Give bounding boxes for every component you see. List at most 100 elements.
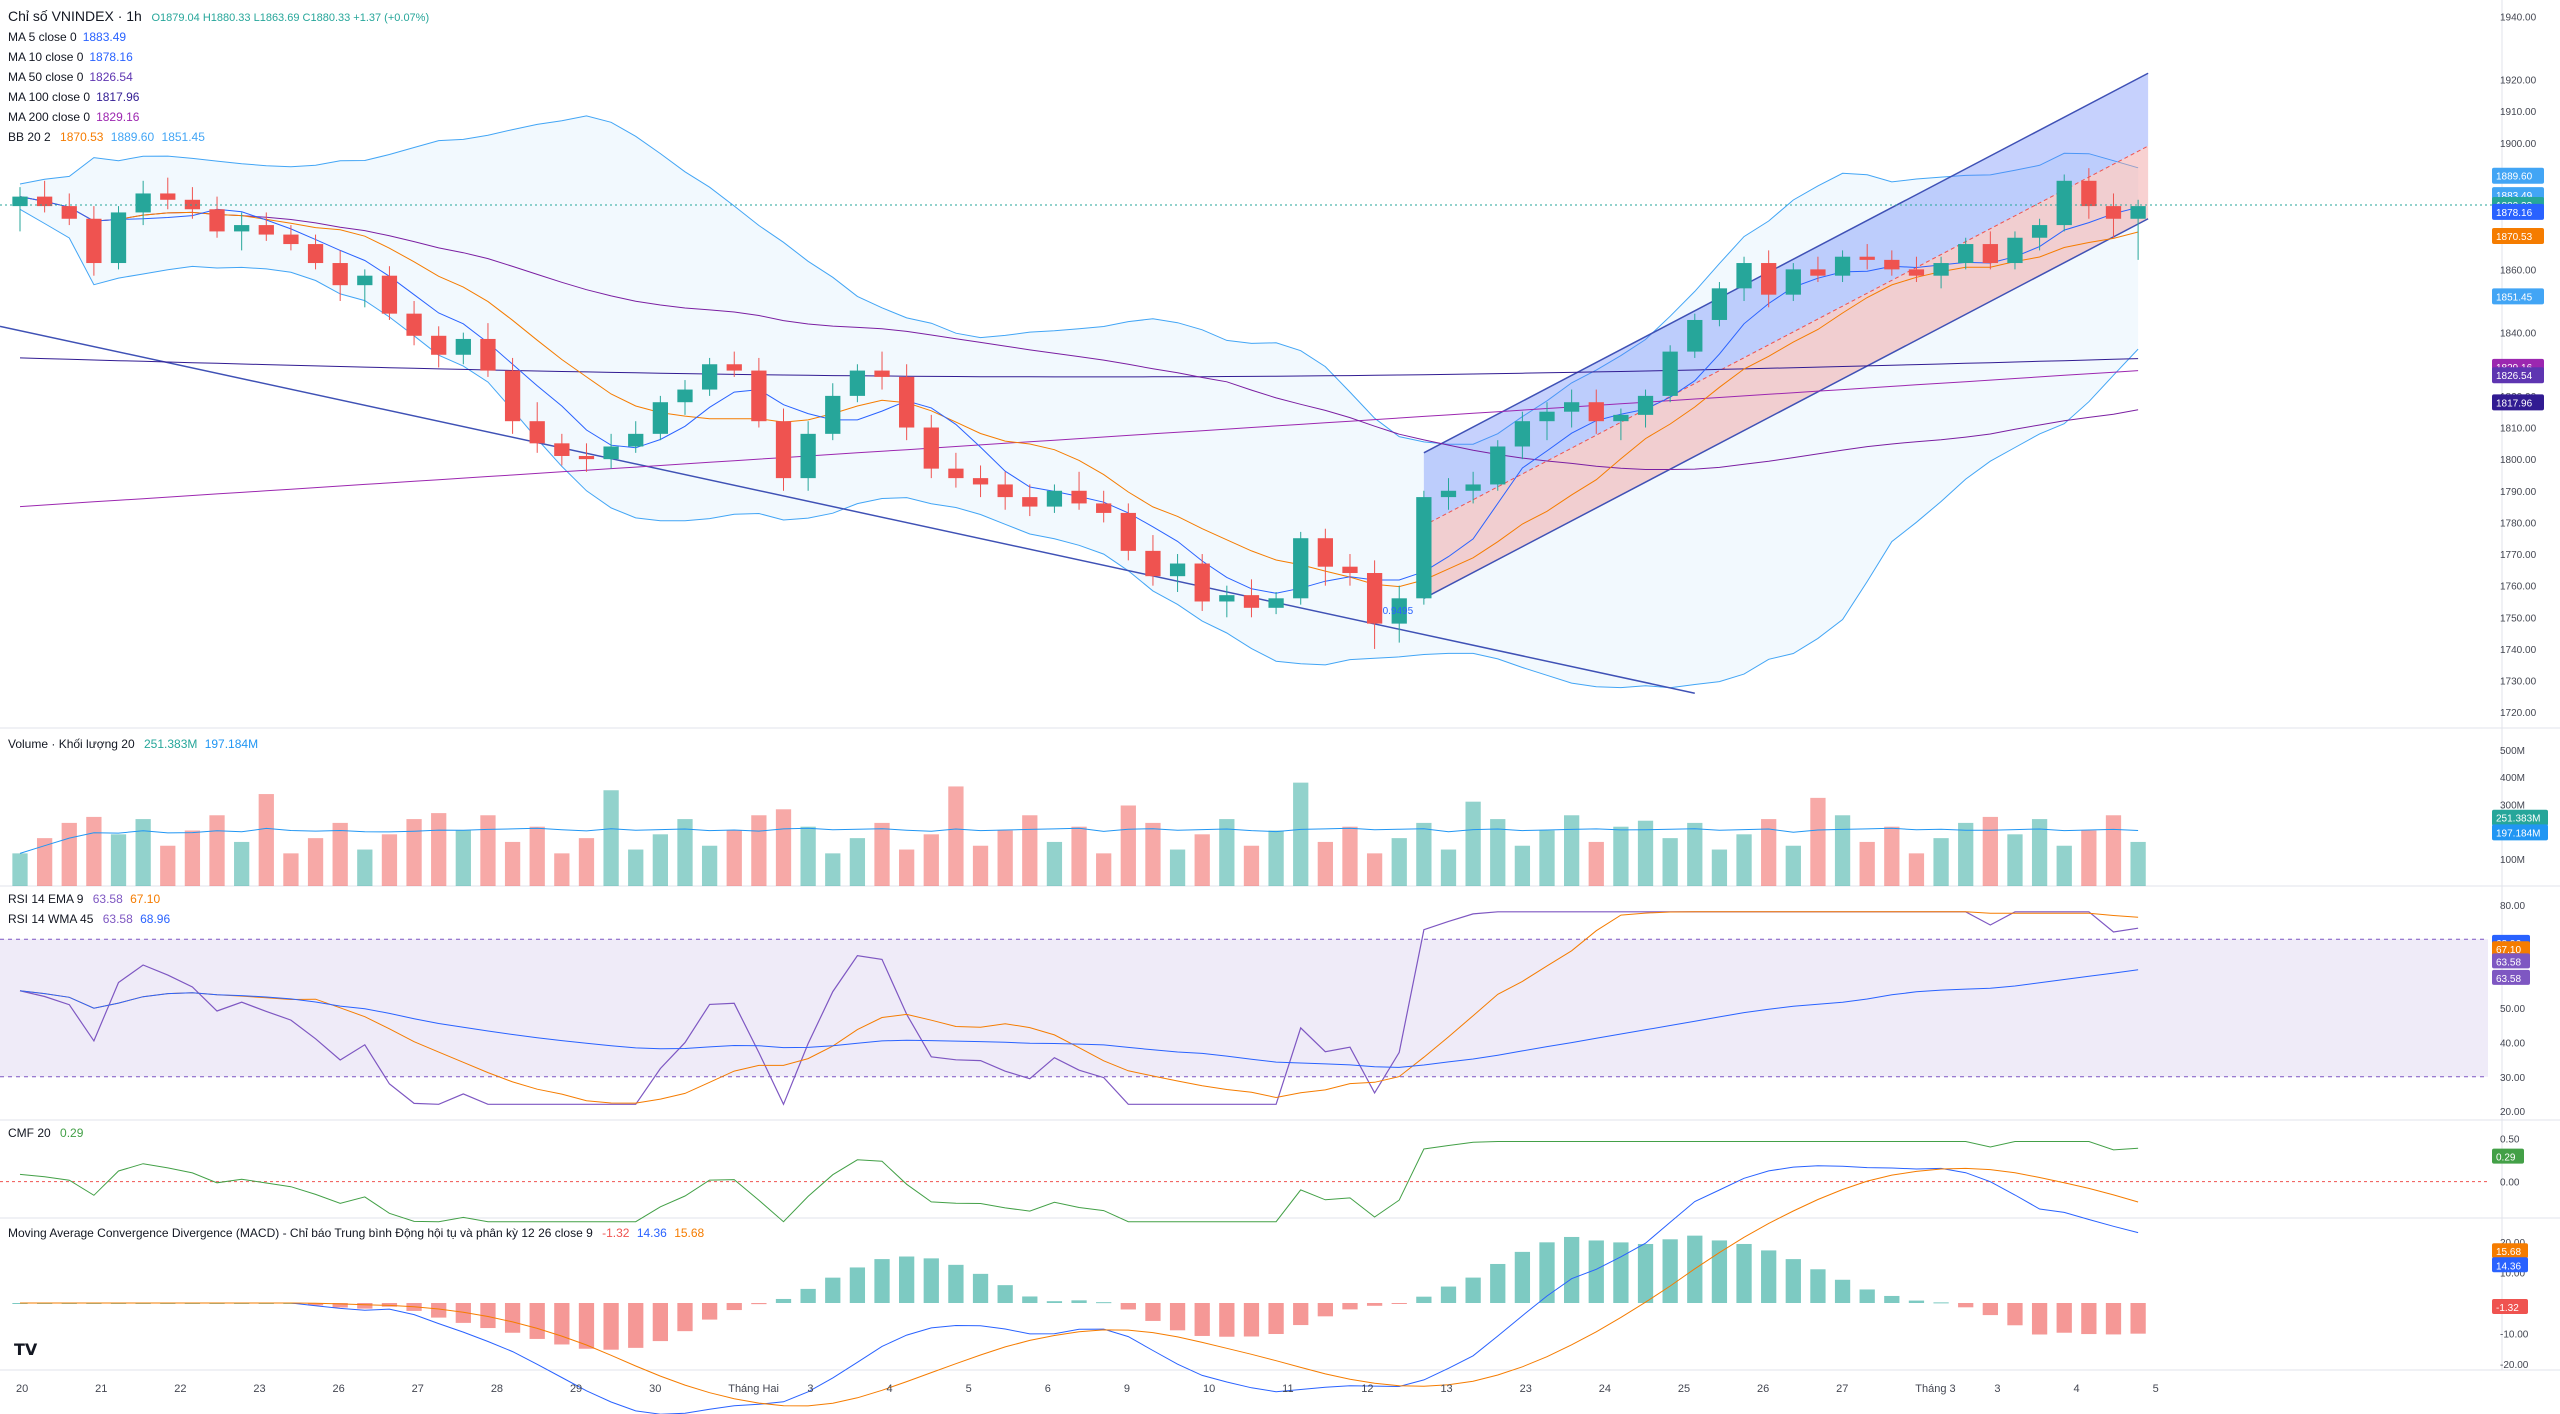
- volume-bar: [1982, 816, 1998, 886]
- volume-bar: [1588, 841, 1604, 886]
- candle-body: [1736, 263, 1752, 289]
- volume-bar: [751, 815, 767, 886]
- time-axis-label: 23: [253, 1383, 265, 1395]
- legend-macd[interactable]: Moving Average Convergence Divergence (M…: [8, 1226, 705, 1240]
- legend-bb[interactable]: BB 20 2 1870.53 1889.60 1851.45: [8, 130, 205, 144]
- volume-bar: [849, 838, 866, 886]
- rsi-tick-label: 50.00: [2500, 1004, 2525, 1015]
- legend-cmf[interactable]: CMF 20 0.29: [8, 1126, 84, 1140]
- price-tick-label: 1720.00: [2500, 708, 2537, 719]
- volume-bar: [997, 830, 1013, 886]
- volume-bar: [1761, 819, 1777, 886]
- macd-tag-label: 14.36: [2496, 1261, 2521, 1272]
- price-tag-label: 1851.45: [2496, 292, 2533, 303]
- macd-tag: [2492, 1299, 2528, 1315]
- time-axis-label: 10: [1203, 1383, 1215, 1395]
- volume-bar: [258, 794, 274, 886]
- macd-histogram-bar: [2081, 1303, 2097, 1335]
- legend-volume[interactable]: Volume · Khối lượng 20 251.383M 197.184M: [8, 737, 259, 751]
- macd-histogram-bar: [1908, 1300, 1925, 1303]
- time-axis-label: 6: [1045, 1383, 1051, 1395]
- candle-body: [110, 212, 127, 264]
- macd-signal-line: [20, 1167, 2139, 1407]
- macd-histogram-bar: [431, 1303, 447, 1318]
- macd-tag: [2492, 1257, 2528, 1273]
- time-axis-label: 22: [174, 1383, 186, 1395]
- volume-bar: [1662, 838, 1678, 886]
- candle-body: [2081, 180, 2097, 207]
- macd-histogram-bar: [800, 1288, 816, 1303]
- volume-bar: [110, 834, 127, 886]
- candle-body: [2130, 206, 2146, 219]
- volume-bar: [2081, 830, 2097, 886]
- volume-bar: [406, 819, 422, 886]
- symbol-title[interactable]: Chỉ số VNINDEX · 1h: [8, 8, 142, 24]
- volume-bar: [61, 822, 77, 886]
- trend-line-down: [0, 325, 1695, 694]
- legend-rsi-ema[interactable]: RSI 14 EMA 9 63.58 67.10: [8, 892, 161, 906]
- price-tick-label: 1770.00: [2500, 550, 2537, 561]
- volume-bar: [2031, 819, 2048, 886]
- macd-histogram-bar: [1982, 1303, 1998, 1316]
- candle-body: [603, 446, 619, 460]
- macd-histogram-bar: [1539, 1242, 1555, 1303]
- legend-ma200[interactable]: MA 200 close 0 1829.16: [8, 110, 140, 124]
- volume-bar: [357, 849, 373, 886]
- bollinger-band-fill: [20, 115, 2139, 688]
- candle-body: [1662, 351, 1678, 396]
- macd-histogram-bar: [1465, 1277, 1481, 1303]
- legend-ma5[interactable]: MA 5 close 0 1883.49: [8, 30, 127, 44]
- candle-body: [1637, 395, 1654, 415]
- volume-bar: [1145, 822, 1161, 886]
- legend-rsi-wma[interactable]: RSI 14 WMA 45 63.58 68.96: [8, 912, 171, 926]
- legend-ma10[interactable]: MA 10 close 0 1878.16: [8, 50, 133, 64]
- candle-body: [283, 234, 299, 245]
- macd-tag: [2492, 1243, 2528, 1259]
- macd-histogram-bar: [603, 1303, 619, 1350]
- macd-histogram-bar: [1194, 1303, 1210, 1336]
- macd-histogram-bar: [1219, 1303, 1235, 1337]
- tradingview-logo[interactable]: TV: [14, 1340, 38, 1359]
- volume-bar: [1416, 822, 1432, 886]
- legend-ma100[interactable]: MA 100 close 0 1817.96: [8, 90, 140, 104]
- candle-body: [1342, 566, 1358, 574]
- macd-histogram-bar: [1391, 1303, 1407, 1304]
- time-axis-label: 25: [1678, 1383, 1690, 1395]
- price-tick-label: 1780.00: [2500, 518, 2537, 529]
- time-axis-label: 27: [1836, 1383, 1848, 1395]
- candle-body: [1366, 573, 1383, 624]
- candle-body: [12, 196, 28, 207]
- candle-body: [1022, 497, 1038, 507]
- cmf-tick-label: 0.00: [2500, 1178, 2520, 1189]
- time-axis-label: 12: [1361, 1383, 1373, 1395]
- volume-bar: [160, 845, 176, 886]
- time-axis-label: 26: [333, 1383, 345, 1395]
- candle-body: [825, 395, 841, 434]
- candle-body: [529, 421, 545, 444]
- price-tick-label: 1860.00: [2500, 265, 2537, 276]
- price-tick-label: 1910.00: [2500, 107, 2537, 118]
- price-tick-label: 1800.00: [2500, 455, 2537, 466]
- candle-body: [36, 196, 53, 207]
- volume-bar: [652, 834, 668, 886]
- time-axis-label: 4: [886, 1383, 892, 1395]
- legend-ma50[interactable]: MA 50 close 0 1826.54: [8, 70, 133, 84]
- candle-body: [1564, 402, 1580, 412]
- volume-bar: [1268, 830, 1284, 886]
- volume-tick-label: 400M: [2500, 773, 2525, 784]
- candle-body: [1391, 598, 1407, 624]
- macd-histogram-bar: [529, 1303, 545, 1339]
- price-tick-label: 1760.00: [2500, 582, 2537, 593]
- volume-bar: [825, 853, 841, 886]
- volume-bar: [1613, 826, 1629, 886]
- price-tag-label: 1817.96: [2496, 398, 2533, 409]
- price-tick-label: 1740.00: [2500, 645, 2537, 656]
- macd-histogram-bar: [923, 1258, 939, 1303]
- volume-bar: [1908, 853, 1925, 886]
- volume-bar: [578, 838, 595, 886]
- volume-tag-label: 251.383M: [2496, 814, 2540, 825]
- volume-bar: [1465, 801, 1481, 886]
- ma50-line: [19, 196, 2139, 470]
- macd-histogram-bar: [874, 1259, 890, 1303]
